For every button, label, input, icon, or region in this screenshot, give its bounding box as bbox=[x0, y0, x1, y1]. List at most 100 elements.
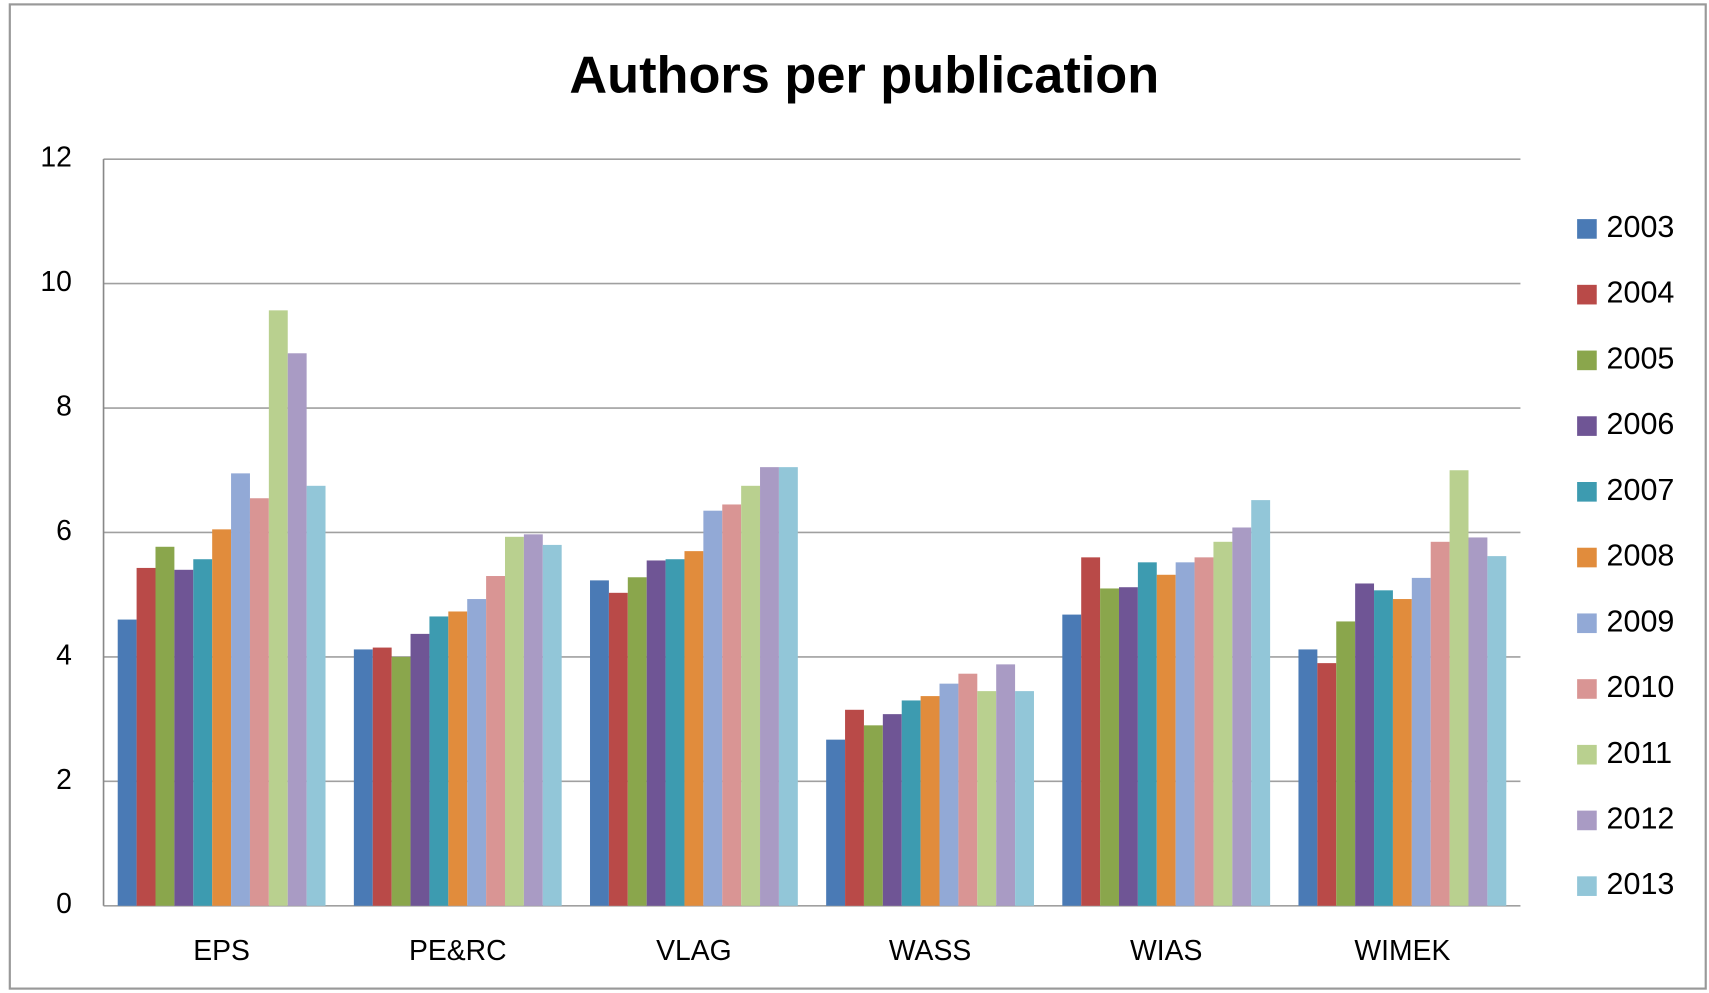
bar bbox=[429, 616, 449, 906]
bar bbox=[136, 567, 156, 906]
bar bbox=[448, 611, 468, 906]
bar bbox=[117, 619, 137, 906]
legend-label: 2013 bbox=[1607, 867, 1675, 901]
bar bbox=[1468, 537, 1488, 906]
bar bbox=[1374, 590, 1393, 906]
bar bbox=[1194, 557, 1214, 906]
bar bbox=[249, 498, 269, 906]
y-tick-label: 2 bbox=[56, 764, 72, 796]
bar bbox=[287, 353, 307, 906]
legend-swatch bbox=[1577, 744, 1597, 765]
bar bbox=[1232, 527, 1252, 906]
y-tick-label: 0 bbox=[56, 888, 72, 920]
legend-swatch bbox=[1577, 876, 1597, 896]
chart-title: Authors per publication bbox=[569, 46, 1159, 104]
bar bbox=[1355, 583, 1375, 906]
legend-swatch bbox=[1577, 482, 1597, 502]
bar bbox=[665, 559, 685, 906]
bar bbox=[268, 310, 288, 906]
bar bbox=[958, 673, 978, 906]
bar bbox=[1213, 541, 1233, 906]
bar bbox=[410, 633, 430, 906]
bar bbox=[523, 534, 543, 906]
bar bbox=[882, 714, 902, 906]
bar bbox=[1430, 541, 1450, 906]
legend-label: 2006 bbox=[1607, 407, 1675, 441]
y-tick-label: 12 bbox=[40, 142, 72, 174]
bar bbox=[627, 577, 647, 906]
y-tick-label: 8 bbox=[56, 391, 72, 423]
bar bbox=[1336, 621, 1356, 906]
bar bbox=[372, 647, 392, 906]
bar bbox=[212, 529, 232, 906]
legend-label: 2007 bbox=[1607, 473, 1675, 507]
bar bbox=[996, 664, 1016, 906]
bar bbox=[703, 510, 723, 906]
y-tick-label: 6 bbox=[56, 515, 72, 547]
bar bbox=[826, 739, 846, 906]
bar bbox=[193, 559, 213, 906]
x-tick-label: WIAS bbox=[1130, 935, 1202, 967]
legend-label: 2003 bbox=[1607, 210, 1675, 244]
bar bbox=[306, 485, 326, 906]
bar bbox=[1298, 649, 1318, 906]
legend-label: 2004 bbox=[1607, 276, 1675, 310]
bar bbox=[1062, 614, 1082, 906]
bar bbox=[467, 599, 487, 906]
bar bbox=[1251, 500, 1271, 906]
bar bbox=[608, 592, 628, 906]
bar bbox=[741, 485, 761, 906]
bar bbox=[977, 691, 997, 906]
bar bbox=[1118, 587, 1138, 906]
bar bbox=[1156, 574, 1176, 906]
legend-label: 2009 bbox=[1607, 604, 1675, 638]
legend-label: 2010 bbox=[1607, 670, 1675, 704]
bar bbox=[174, 569, 194, 906]
bar bbox=[920, 696, 940, 906]
legend-swatch bbox=[1577, 613, 1597, 634]
bar bbox=[684, 551, 704, 906]
legend-label: 2008 bbox=[1607, 539, 1675, 573]
bar bbox=[542, 544, 562, 906]
bar bbox=[155, 546, 175, 906]
legend-swatch bbox=[1577, 350, 1597, 371]
bar bbox=[391, 656, 411, 906]
bar bbox=[845, 709, 864, 906]
bar bbox=[1392, 599, 1412, 906]
bar bbox=[1449, 470, 1469, 906]
bar bbox=[1100, 588, 1119, 906]
bar bbox=[486, 576, 505, 906]
bar bbox=[1175, 562, 1195, 906]
legend-swatch bbox=[1577, 416, 1597, 436]
bar bbox=[590, 580, 609, 906]
bar bbox=[1487, 556, 1507, 906]
bar bbox=[1081, 557, 1101, 906]
legend-swatch bbox=[1577, 679, 1597, 699]
x-tick-label: WASS bbox=[889, 935, 971, 967]
legend-label: 2005 bbox=[1607, 341, 1675, 375]
bar bbox=[901, 700, 921, 906]
x-tick-label: WIMEK bbox=[1354, 935, 1450, 967]
bar bbox=[1015, 691, 1034, 906]
legend-swatch bbox=[1577, 284, 1597, 305]
bar bbox=[1411, 577, 1431, 906]
bar bbox=[778, 467, 798, 906]
legend-label: 2011 bbox=[1607, 736, 1673, 770]
legend-swatch bbox=[1577, 810, 1597, 831]
bar bbox=[1137, 562, 1157, 906]
bar bbox=[722, 504, 742, 906]
bar bbox=[863, 725, 883, 906]
y-tick-label: 4 bbox=[56, 639, 72, 671]
legend-label: 2012 bbox=[1607, 801, 1675, 835]
bar bbox=[1317, 663, 1337, 906]
bar bbox=[760, 467, 779, 906]
bar bbox=[939, 683, 959, 906]
x-tick-label: VLAG bbox=[656, 935, 732, 967]
y-tick-label: 10 bbox=[40, 266, 72, 298]
legend-swatch bbox=[1577, 219, 1597, 239]
x-tick-label: PE&RC bbox=[409, 935, 507, 967]
x-tick-label: EPS bbox=[193, 935, 250, 967]
bar bbox=[504, 536, 524, 906]
